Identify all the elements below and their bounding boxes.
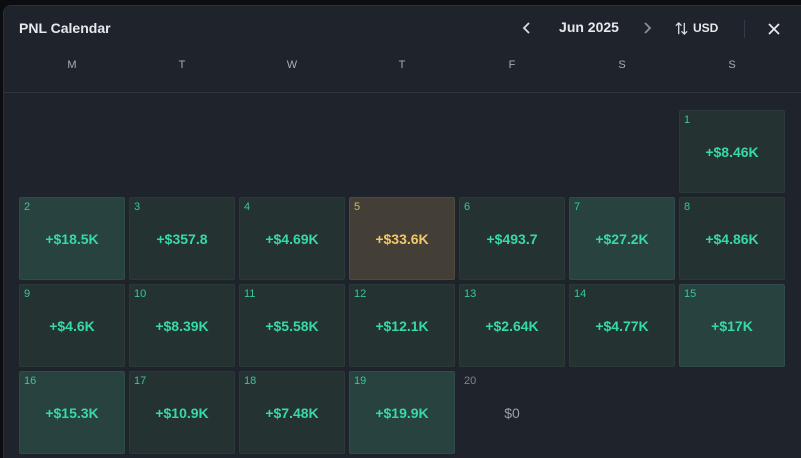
currency-label: USD bbox=[693, 21, 719, 35]
weekday-label: S bbox=[618, 59, 626, 71]
sort-arrows-icon bbox=[675, 21, 688, 35]
day-cell-15[interactable]: 15 +$17K bbox=[679, 284, 785, 367]
day-pnl-value: +$12.1K bbox=[375, 318, 429, 334]
day-cell-8[interactable]: 8 +$4.86K bbox=[679, 197, 785, 280]
day-number: 16 bbox=[24, 375, 37, 387]
day-pnl-value: +$15.3K bbox=[45, 405, 99, 421]
day-pnl-value: +$357.8 bbox=[156, 231, 208, 247]
day-number: 18 bbox=[244, 375, 257, 387]
day-pnl-value: +$19.9K bbox=[375, 405, 429, 421]
day-cell-16[interactable]: 16 +$15.3K bbox=[19, 371, 125, 454]
day-number: 12 bbox=[354, 288, 367, 300]
day-pnl-value: +$493.7 bbox=[486, 231, 538, 247]
calendar-title: PNL Calendar bbox=[19, 20, 111, 36]
day-cell-5[interactable]: 5 +$33.6K bbox=[349, 197, 455, 280]
day-cell-13[interactable]: 13 +$2.64K bbox=[459, 284, 565, 367]
empty-day-cell bbox=[19, 110, 125, 193]
empty-day-cell bbox=[239, 110, 345, 193]
day-cell-10[interactable]: 10 +$8.39K bbox=[129, 284, 235, 367]
weekday-divider bbox=[4, 92, 801, 93]
chevron-left-icon bbox=[522, 22, 530, 34]
weekday-label: T bbox=[398, 59, 406, 71]
day-number: 9 bbox=[24, 288, 31, 300]
day-number: 15 bbox=[684, 288, 697, 300]
day-cell-12[interactable]: 12 +$12.1K bbox=[349, 284, 455, 367]
day-cell-9[interactable]: 9 +$4.6K bbox=[19, 284, 125, 367]
day-number: 8 bbox=[684, 201, 691, 213]
day-cell-1[interactable]: 1 +$8.46K bbox=[679, 110, 785, 193]
day-pnl-value: $0 bbox=[504, 405, 520, 421]
day-number: 19 bbox=[354, 375, 367, 387]
day-cell-6[interactable]: 6 +$493.7 bbox=[459, 197, 565, 280]
day-pnl-value: +$18.5K bbox=[45, 231, 99, 247]
previous-month-button[interactable] bbox=[517, 18, 537, 38]
empty-day-cell bbox=[129, 110, 235, 193]
empty-day-cell bbox=[459, 110, 565, 193]
day-cell-4[interactable]: 4 +$4.69K bbox=[239, 197, 345, 280]
weekday-label: M bbox=[67, 59, 77, 71]
day-number: 13 bbox=[464, 288, 477, 300]
day-pnl-value: +$33.6K bbox=[375, 231, 429, 247]
weekday-label: S bbox=[728, 59, 736, 71]
close-icon bbox=[768, 23, 780, 35]
weekday-label: F bbox=[508, 59, 516, 71]
chevron-right-icon bbox=[644, 22, 652, 34]
day-pnl-value: +$8.39K bbox=[155, 318, 209, 334]
current-month: Jun 2025 bbox=[559, 19, 619, 35]
day-cell-17[interactable]: 17 +$10.9K bbox=[129, 371, 235, 454]
day-pnl-value: +$17K bbox=[711, 318, 753, 334]
day-cell-3[interactable]: 3 +$357.8 bbox=[129, 197, 235, 280]
day-cell-20[interactable]: 20 $0 bbox=[459, 371, 565, 454]
day-cell-18[interactable]: 18 +$7.48K bbox=[239, 371, 345, 454]
next-month-button[interactable] bbox=[637, 18, 657, 38]
day-cell-11[interactable]: 11 +$5.58K bbox=[239, 284, 345, 367]
empty-day-cell bbox=[569, 110, 675, 193]
day-pnl-value: +$2.64K bbox=[485, 318, 539, 334]
day-number: 14 bbox=[574, 288, 587, 300]
close-button[interactable] bbox=[764, 19, 784, 39]
day-pnl-value: +$27.2K bbox=[595, 231, 649, 247]
weekday-header-row: M T W T F S S bbox=[17, 59, 787, 79]
empty-day-cell bbox=[349, 110, 455, 193]
day-number: 17 bbox=[134, 375, 147, 387]
day-pnl-value: +$4.77K bbox=[595, 318, 649, 334]
day-number: 20 bbox=[464, 375, 477, 387]
day-number: 6 bbox=[464, 201, 471, 213]
day-pnl-value: +$4.6K bbox=[49, 318, 95, 334]
weekday-label: T bbox=[178, 59, 186, 71]
day-pnl-value: +$5.58K bbox=[265, 318, 319, 334]
day-pnl-value: +$10.9K bbox=[155, 405, 209, 421]
day-number: 2 bbox=[24, 201, 31, 213]
day-cell-7[interactable]: 7 +$27.2K bbox=[569, 197, 675, 280]
day-number: 7 bbox=[574, 201, 581, 213]
day-number: 11 bbox=[244, 288, 256, 300]
day-pnl-value: +$4.69K bbox=[265, 231, 319, 247]
day-cell-19[interactable]: 19 +$19.9K bbox=[349, 371, 455, 454]
weekday-label: W bbox=[286, 59, 298, 71]
day-pnl-value: +$7.48K bbox=[265, 405, 319, 421]
day-number: 10 bbox=[134, 288, 147, 300]
calendar-header: PNL Calendar Jun 2025 USD bbox=[4, 6, 801, 52]
day-pnl-value: +$4.86K bbox=[705, 231, 759, 247]
day-pnl-value: +$8.46K bbox=[705, 144, 759, 160]
pnl-calendar-panel: PNL Calendar Jun 2025 USD M bbox=[3, 5, 801, 458]
day-number: 1 bbox=[684, 114, 691, 126]
day-cell-2[interactable]: 2 +$18.5K bbox=[19, 197, 125, 280]
day-number: 3 bbox=[134, 201, 141, 213]
day-number: 5 bbox=[354, 201, 361, 213]
calendar-grid: 1 +$8.46K 2 +$18.5K 3 +$357.8 4 +$4.69K 5 +$33.6K… bbox=[19, 110, 789, 458]
header-divider bbox=[744, 20, 745, 38]
day-cell-14[interactable]: 14 +$4.77K bbox=[569, 284, 675, 367]
currency-toggle[interactable]: USD bbox=[674, 18, 718, 38]
day-number: 4 bbox=[244, 201, 251, 213]
